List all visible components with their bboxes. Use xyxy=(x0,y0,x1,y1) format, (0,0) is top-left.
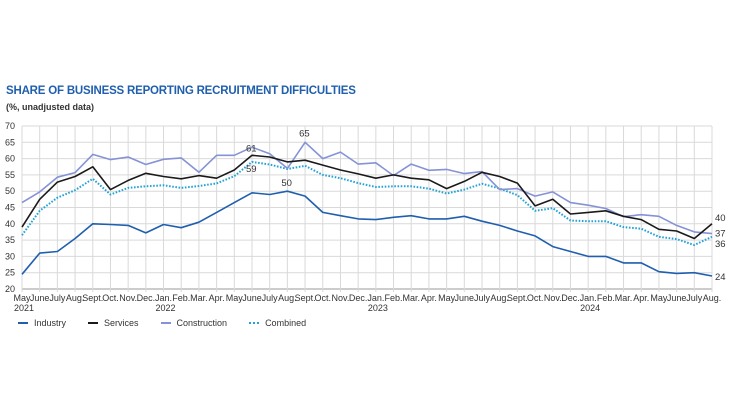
x-tick-label: June xyxy=(667,293,687,303)
x-tick-label: June xyxy=(242,293,262,303)
chart-subtitle: (%, unadjusted data) xyxy=(6,102,95,112)
legend-item-combined: Combined xyxy=(249,318,306,328)
x-tick-label: Jan. xyxy=(367,293,384,303)
x-tick-label: Aug. xyxy=(490,293,509,303)
legend-swatch xyxy=(18,322,28,324)
y-tick-label: 25 xyxy=(5,268,15,278)
x-tick-label: July xyxy=(474,293,491,303)
series-lines xyxy=(21,141,713,277)
x-tick-label: Sept. xyxy=(295,293,316,303)
x-tick-label: Oct. xyxy=(102,293,119,303)
y-tick-label: 65 xyxy=(5,137,15,147)
legend-label: Construction xyxy=(176,318,228,328)
x-tick-label: June xyxy=(455,293,475,303)
x-axis: May June July Aug.Sept.Oct. Nov. Dec. Jan. Feb.… xyxy=(13,293,721,313)
series-line-construction xyxy=(21,141,713,235)
y-axis: 20 25 30 35 40 45 50 55 60 65 70 xyxy=(5,121,15,294)
y-tick-label: 35 xyxy=(5,235,15,245)
x-tick-label: May xyxy=(650,293,668,303)
x-tick-label: Sept. xyxy=(82,293,103,303)
x-tick-label: Mar. xyxy=(615,293,633,303)
x-tick-label: Dec. xyxy=(349,293,368,303)
chart-title: SHARE OF BUSINESS REPORTING RECRUITMENT … xyxy=(6,85,356,97)
x-tick-label: Dec. xyxy=(561,293,580,303)
y-tick-label: 30 xyxy=(5,251,15,261)
y-tick-label: 70 xyxy=(5,121,15,131)
series-line-combined xyxy=(21,160,713,246)
data-label-services: 61 xyxy=(246,143,257,154)
data-label-construction: 37 xyxy=(715,229,726,240)
x-tick-label: July xyxy=(49,293,66,303)
x-tick-label: Feb. xyxy=(597,293,615,303)
legend-item-construction: Construction xyxy=(160,318,228,328)
x-tick-label: May xyxy=(226,293,244,303)
data-label-combined: 59 xyxy=(246,164,257,175)
x-tick-label: Jan. xyxy=(580,293,597,303)
x-tick-label: Nov. xyxy=(119,293,137,303)
legend-label: Industry xyxy=(34,318,67,328)
legend-swatch xyxy=(88,322,99,324)
x-tick-label: Apr. xyxy=(209,293,225,303)
x-tick-label: Aug. xyxy=(66,293,85,303)
legend-label: Services xyxy=(104,318,139,328)
y-tick-label: 20 xyxy=(5,284,15,294)
y-tick-label: 45 xyxy=(5,203,15,213)
x-tick-label: Apr. xyxy=(633,293,649,303)
x-tick-label: Nov. xyxy=(332,293,350,303)
x-tick-label: Apr. xyxy=(421,293,437,303)
x-tick-label: Aug. xyxy=(703,293,722,303)
x-tick-label: Dec. xyxy=(137,293,156,303)
x-tick-label: June xyxy=(30,293,50,303)
x-tick-label: July xyxy=(686,293,703,303)
legend-label: Combined xyxy=(265,318,307,328)
x-tick-label: Aug. xyxy=(278,293,297,303)
x-tick-label: Feb. xyxy=(385,293,403,303)
x-tick-label: May xyxy=(13,293,31,303)
x-tick-label: Nov. xyxy=(544,293,562,303)
data-label-combined: 36 xyxy=(715,239,726,250)
x-tick-label: Oct. xyxy=(527,293,544,303)
x-year-label: 2022 xyxy=(156,303,176,313)
x-year-label: 2021 xyxy=(14,303,34,313)
x-year-label: 2024 xyxy=(580,303,600,313)
y-tick-label: 40 xyxy=(5,219,15,229)
legend-swatch xyxy=(249,322,260,324)
legend-item-services: Services xyxy=(88,318,139,328)
y-tick-label: 50 xyxy=(5,186,15,196)
x-year-label: 2023 xyxy=(368,303,388,313)
x-tick-label: July xyxy=(262,293,279,303)
legend: Industry Services Construction Combined xyxy=(18,318,306,328)
x-tick-label: Jan. xyxy=(155,293,172,303)
data-label-industry: 50 xyxy=(281,178,292,189)
series-line-industry xyxy=(21,190,713,277)
x-tick-label: Feb. xyxy=(172,293,190,303)
x-tick-label: May xyxy=(438,293,456,303)
data-label-services: 40 xyxy=(715,213,726,224)
grid xyxy=(21,125,713,292)
series-line-services xyxy=(21,154,713,240)
y-tick-label: 60 xyxy=(5,154,15,164)
x-tick-label: Mar. xyxy=(190,293,208,303)
x-tick-label: Sept. xyxy=(507,293,528,303)
x-tick-label: Oct. xyxy=(315,293,332,303)
legend-swatch xyxy=(160,322,171,324)
y-tick-label: 55 xyxy=(5,170,15,180)
x-tick-label: Mar. xyxy=(402,293,420,303)
legend-item-industry: Industry xyxy=(18,318,66,328)
data-label-construction: 65 xyxy=(299,128,310,139)
data-label-industry: 24 xyxy=(715,272,726,283)
